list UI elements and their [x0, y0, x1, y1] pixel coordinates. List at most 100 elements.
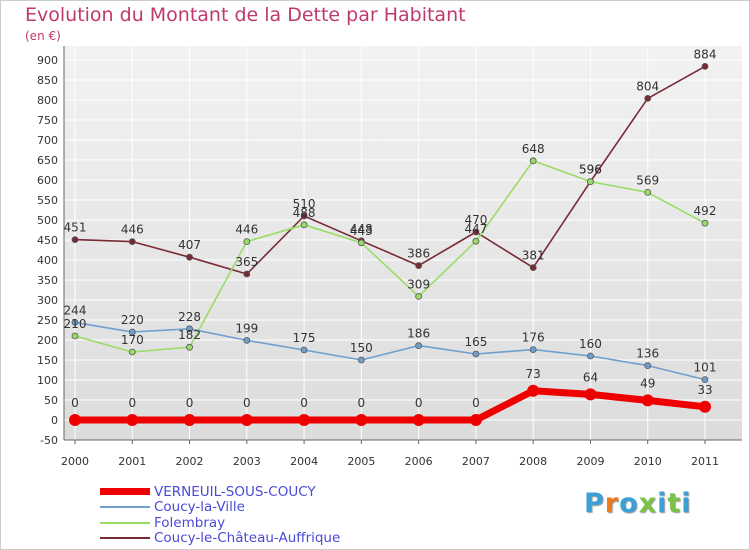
series-point-1 — [240, 414, 253, 426]
y-tick-label: 450 — [37, 234, 58, 247]
data-label-2: 136 — [636, 347, 659, 361]
data-label-4: 386 — [407, 247, 430, 261]
data-label-1: 0 — [415, 396, 423, 410]
legend-item: Coucy-le-Château-Auffrique — [100, 530, 341, 547]
data-label-3: 446 — [235, 223, 258, 237]
grid-lines — [64, 46, 742, 441]
data-label-4: 446 — [121, 223, 144, 237]
series-point-1 — [699, 400, 711, 413]
legend-label: Folembray — [154, 514, 226, 531]
series-point-4 — [701, 63, 709, 70]
series-point-3 — [415, 292, 423, 300]
data-label-1: 49 — [640, 376, 655, 390]
legend-swatch — [100, 488, 150, 496]
y-tick-label: 100 — [37, 374, 58, 387]
y-tick-label: 900 — [37, 54, 58, 67]
x-tick-label: 2003 — [233, 455, 261, 468]
legend-label: Coucy-le-Château-Auffrique — [154, 530, 341, 547]
legend-label: VERNEUIL-SOUS-COUCY — [154, 483, 316, 500]
series-point-1 — [183, 414, 196, 426]
data-label-4: 451 — [64, 221, 87, 235]
x-tick-label: 2004 — [290, 455, 318, 468]
series-point-2 — [128, 328, 136, 336]
data-label-1: 0 — [71, 396, 79, 410]
x-tick-label: 2006 — [405, 455, 433, 468]
series-point-3 — [243, 238, 251, 246]
series-point-2 — [243, 336, 251, 344]
data-label-1: 0 — [186, 396, 194, 410]
series-point-1 — [355, 414, 368, 426]
series-line-1 — [71, 387, 709, 424]
logo-letter: x — [638, 488, 658, 519]
legend: VERNEUIL-SOUS-COUCY Coucy-la-Ville Folembr… — [100, 484, 340, 546]
series-point-3 — [529, 157, 537, 165]
data-label-2: 175 — [293, 331, 316, 345]
data-label-4: 596 — [579, 163, 602, 177]
series-point-1 — [412, 414, 425, 426]
data-label-2: 165 — [464, 335, 487, 349]
series-point-4 — [243, 270, 251, 278]
series-point-1 — [126, 414, 139, 426]
data-label-2: 220 — [121, 313, 144, 327]
series-point-3 — [186, 343, 193, 351]
series-line-2 — [74, 321, 706, 381]
data-label-4: 381 — [522, 249, 545, 263]
proxiti-logo: Proxiti — [584, 488, 692, 519]
chart-title: Evolution du Montant de la Dette par Hab… — [25, 4, 466, 26]
series-point-3 — [472, 237, 480, 245]
data-label-3: 596 — [579, 163, 602, 177]
legend-item: VERNEUIL-SOUS-COUCY — [100, 484, 340, 500]
data-label-3: 309 — [407, 277, 430, 291]
series-point-1 — [69, 414, 81, 426]
data-label-3: 443 — [350, 224, 373, 238]
data-label-3: 182 — [178, 328, 201, 342]
legend-swatch — [100, 521, 150, 524]
data-label-3: 447 — [464, 222, 487, 236]
x-tick-label: 2011 — [691, 455, 719, 468]
series-line-3 — [74, 160, 706, 353]
y-tick-label: 700 — [37, 134, 58, 147]
series-point-2 — [644, 362, 652, 370]
series-point-4 — [529, 264, 537, 272]
series-point-4 — [128, 238, 136, 246]
x-tick-label: 2010 — [634, 455, 662, 468]
data-label-3: 648 — [522, 142, 545, 156]
series-point-2 — [300, 346, 308, 354]
y-tick-label: 0 — [51, 414, 58, 427]
data-label-4: 510 — [293, 197, 316, 211]
y-tick-label: 600 — [37, 174, 58, 187]
axes: -50 0 50 100 150 200 250 300 350 400 450 500 550 600 6… — [37, 46, 742, 468]
data-label-2: 199 — [235, 321, 258, 335]
data-label-4: 365 — [235, 255, 258, 269]
series-point-2 — [415, 342, 423, 350]
data-label-3: 170 — [121, 333, 144, 347]
x-tick-label: 2008 — [519, 455, 547, 468]
x-tick-label: 2001 — [118, 455, 146, 468]
series-point-3 — [300, 221, 308, 229]
data-label-2: 101 — [694, 361, 717, 375]
series-point-3 — [128, 348, 136, 356]
data-label-3: 569 — [636, 173, 659, 187]
series-point-3 — [587, 178, 594, 186]
data-label-1: 0 — [300, 396, 308, 410]
series-point-2 — [472, 350, 480, 358]
series-line-4 — [74, 65, 706, 275]
data-label-1: 64 — [583, 370, 598, 384]
series-layer — [69, 63, 711, 426]
series-point-1 — [641, 394, 654, 407]
data-label-1: 0 — [358, 396, 366, 410]
logo-letter: r — [604, 488, 620, 519]
y-tick-label: 50 — [44, 394, 58, 407]
data-labels-layer: 451 446 407 365 510 448 386 470 381 596 804 884 210 1… — [64, 47, 717, 410]
data-label-2: 228 — [178, 310, 201, 324]
series-point-2 — [357, 356, 365, 364]
legend-item: Folembray — [100, 515, 340, 531]
data-label-4: 407 — [178, 238, 201, 252]
data-label-4: 448 — [350, 222, 373, 236]
logo-letter: i — [681, 488, 692, 519]
series-point-2 — [529, 346, 537, 354]
series-point-4 — [415, 262, 423, 270]
x-tick-label: 2005 — [347, 455, 375, 468]
y-tick-label: 150 — [37, 354, 58, 367]
y-tick-label: 750 — [37, 114, 58, 127]
